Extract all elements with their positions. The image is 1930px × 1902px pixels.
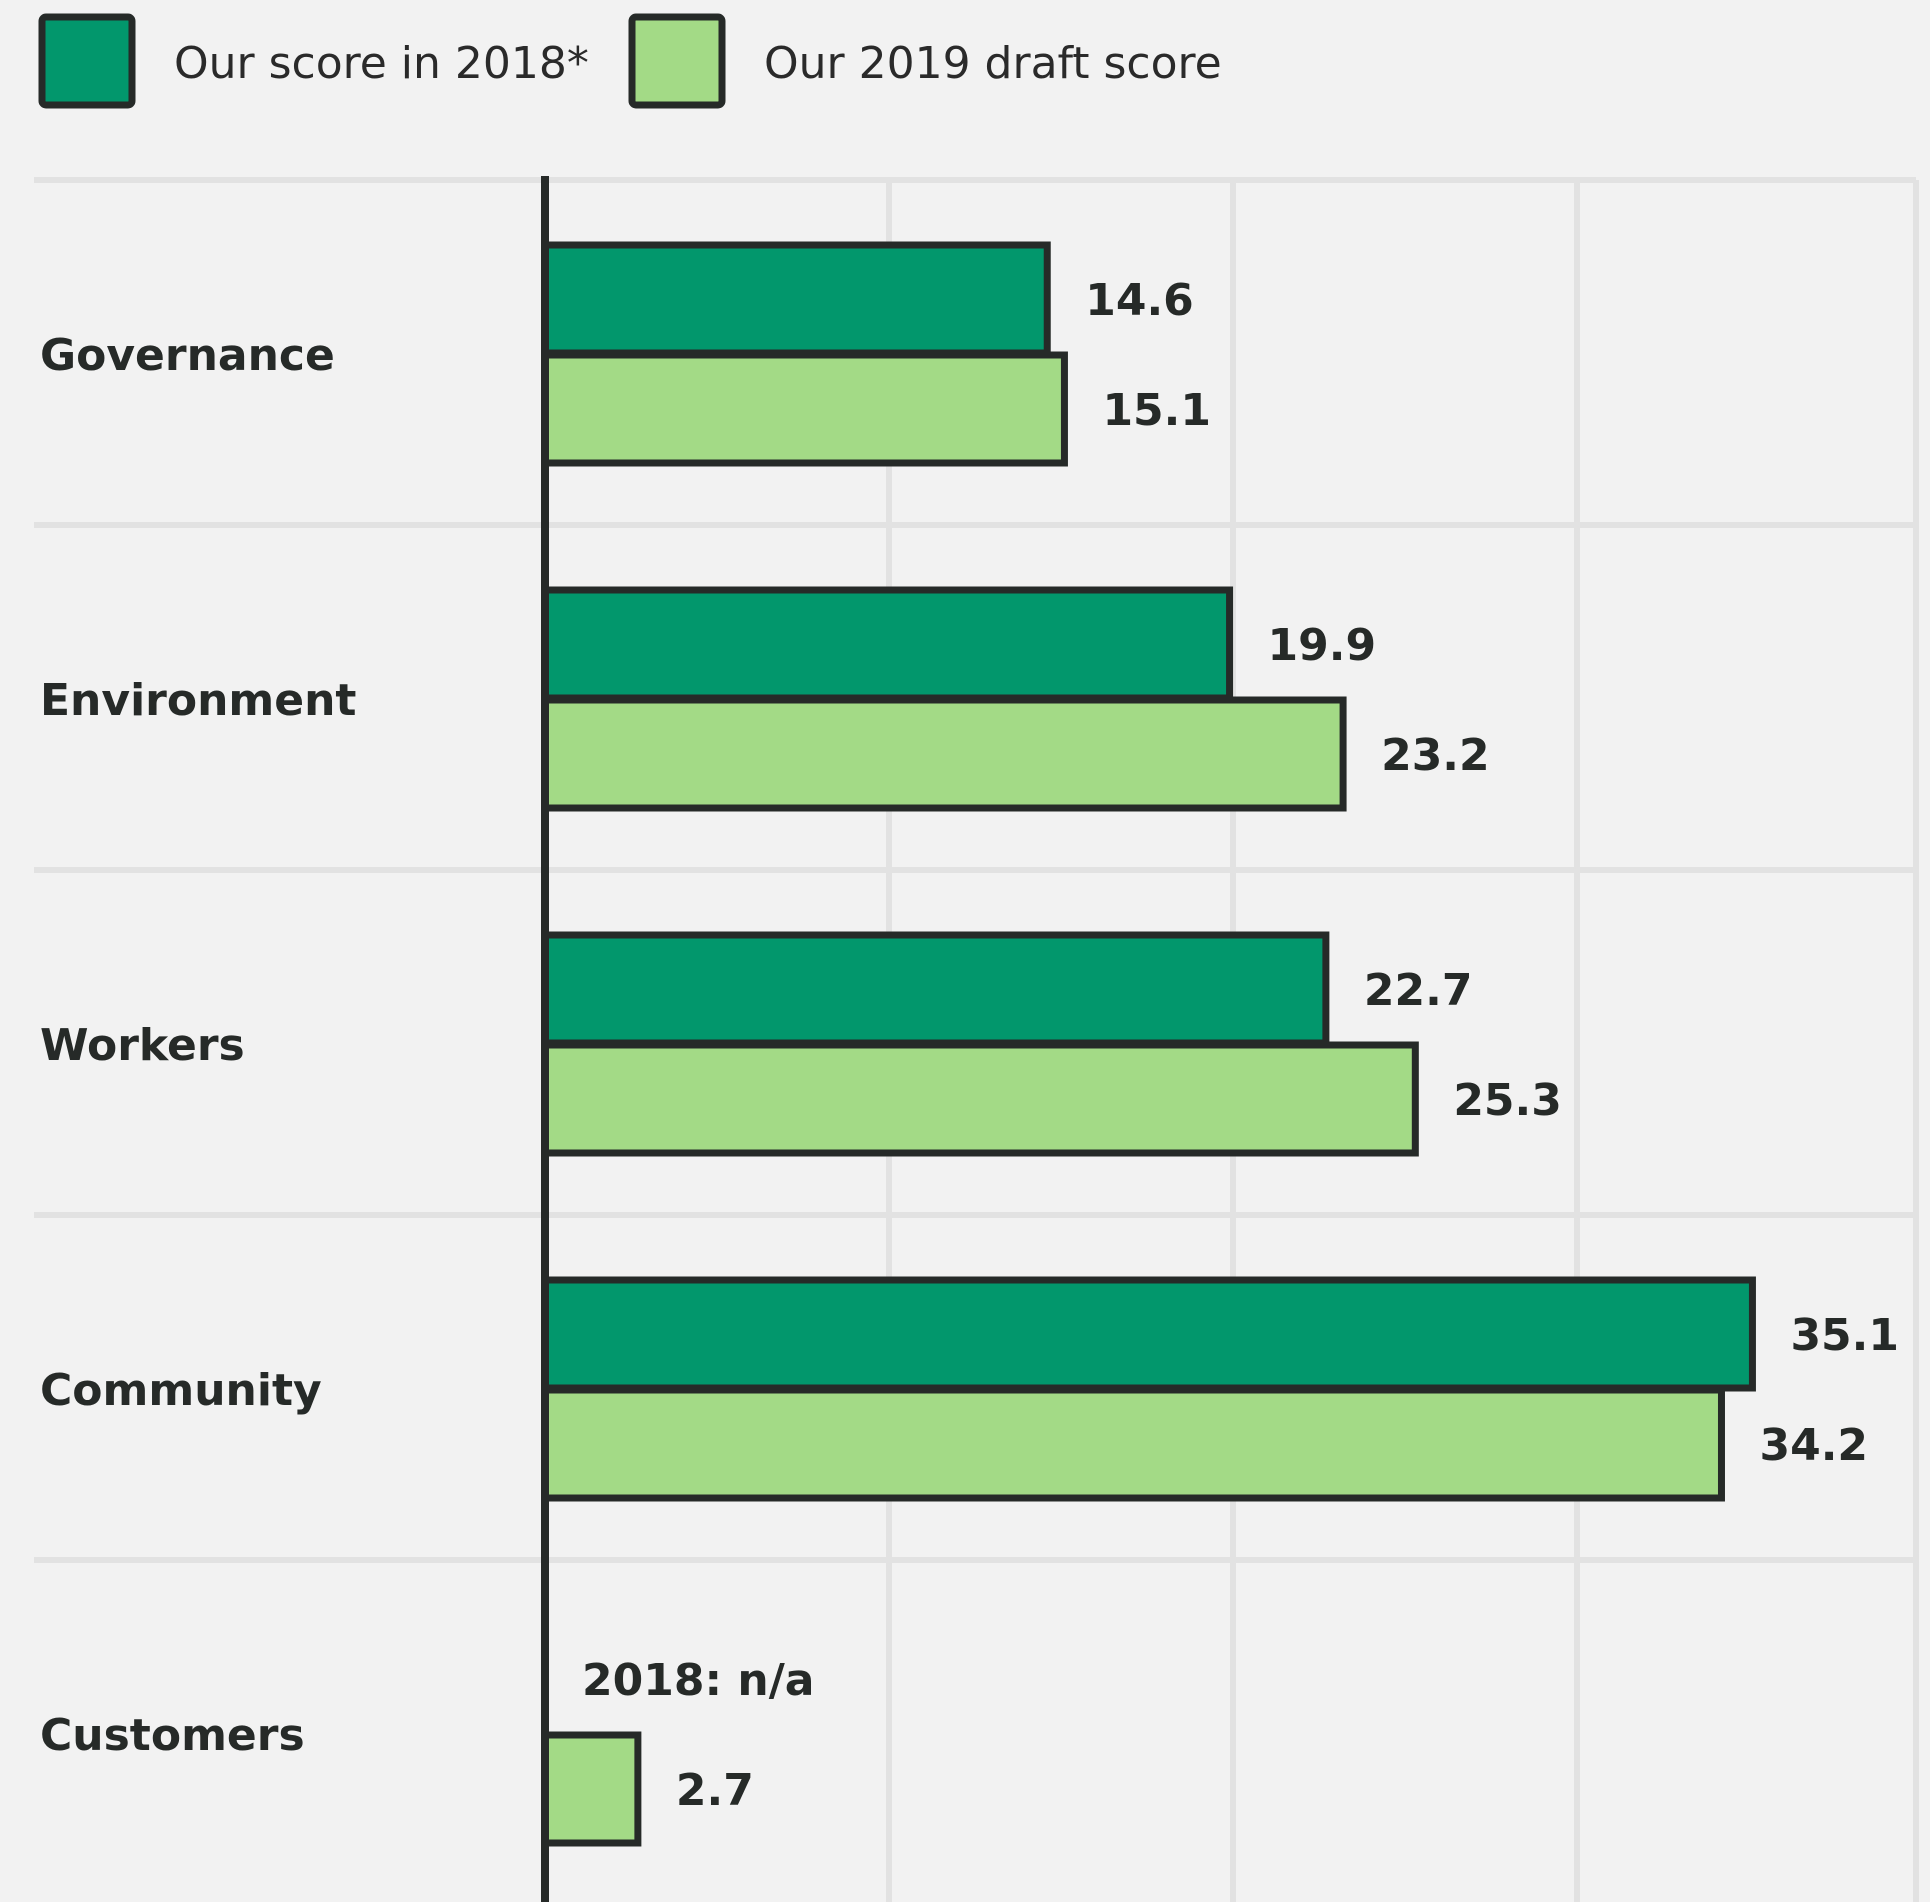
bar-governance-2019: [541, 351, 1068, 467]
category-label-environment: Environment: [40, 675, 356, 726]
category-label-customers: Customers: [40, 1710, 305, 1761]
bar-governance-2018: [541, 241, 1051, 357]
labels: Governance 14.6 15.1 Environment 19.9 23.2 Wor…: [40, 275, 1899, 1816]
value-label-workers-2019: 25.3: [1453, 1075, 1562, 1126]
value-label-workers-2018: 22.7: [1364, 965, 1473, 1016]
legend: Our score in 2018* Our 2019 draft score: [38, 13, 1222, 109]
value-label-governance-2018: 14.6: [1085, 275, 1194, 326]
bar-workers-2019: [541, 1041, 1419, 1157]
bar-workers-2018: [541, 931, 1330, 1047]
value-label-environment-2019: 23.2: [1381, 730, 1490, 781]
bars: [541, 241, 1756, 1847]
annotation-customers-2018-na: 2018: n/a: [582, 1655, 814, 1706]
category-label-workers: Workers: [40, 1020, 245, 1071]
legend-label-2019: Our 2019 draft score: [764, 38, 1222, 89]
category-label-community: Community: [40, 1365, 322, 1416]
value-label-community-2018: 35.1: [1790, 1310, 1899, 1361]
bar-community-2018: [541, 1276, 1756, 1392]
legend-swatch-2019: [628, 13, 726, 109]
bar-community-2019: [541, 1386, 1725, 1502]
legend-label-2018: Our score in 2018*: [174, 38, 589, 89]
category-label-governance: Governance: [40, 330, 335, 381]
value-label-governance-2019: 15.1: [1102, 385, 1211, 436]
value-label-customers-2019: 2.7: [676, 1765, 754, 1816]
bar-environment-2019: [541, 696, 1347, 812]
value-label-community-2019: 34.2: [1759, 1420, 1868, 1471]
legend-swatch-2018: [38, 13, 136, 109]
value-label-environment-2018: 19.9: [1268, 620, 1377, 671]
bar-customers-2019: [541, 1731, 642, 1847]
bar-environment-2018: [541, 586, 1234, 702]
